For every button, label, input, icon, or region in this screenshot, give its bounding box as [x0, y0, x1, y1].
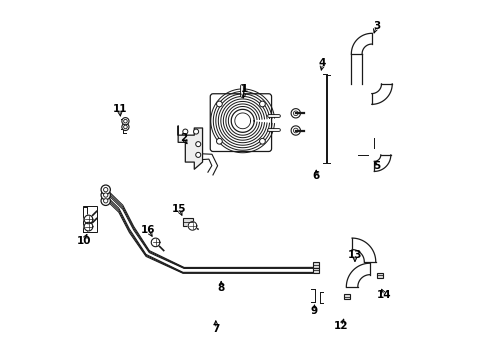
- Polygon shape: [234, 113, 250, 129]
- Circle shape: [216, 138, 222, 144]
- Bar: [312, 267, 319, 273]
- Circle shape: [123, 120, 127, 123]
- Text: 10: 10: [77, 236, 91, 246]
- Polygon shape: [373, 155, 390, 171]
- Circle shape: [183, 129, 187, 134]
- Text: 13: 13: [347, 250, 362, 260]
- FancyBboxPatch shape: [210, 94, 271, 152]
- Polygon shape: [202, 154, 217, 175]
- Polygon shape: [105, 194, 312, 273]
- Circle shape: [103, 199, 108, 203]
- Text: 11: 11: [112, 104, 127, 114]
- Circle shape: [259, 101, 265, 107]
- Text: 14: 14: [376, 291, 391, 301]
- Text: 12: 12: [333, 321, 348, 331]
- Bar: [312, 262, 319, 267]
- Polygon shape: [188, 222, 196, 230]
- Polygon shape: [105, 196, 312, 273]
- Bar: [183, 219, 192, 226]
- Polygon shape: [178, 126, 202, 169]
- Text: 15: 15: [172, 204, 186, 215]
- Circle shape: [101, 196, 110, 206]
- Text: 1: 1: [241, 84, 247, 94]
- Bar: [376, 273, 382, 278]
- Circle shape: [195, 152, 201, 157]
- Polygon shape: [351, 238, 375, 262]
- Polygon shape: [351, 33, 371, 54]
- Circle shape: [259, 138, 265, 144]
- Circle shape: [195, 141, 201, 147]
- Polygon shape: [290, 109, 300, 118]
- Circle shape: [101, 190, 110, 200]
- Circle shape: [123, 125, 127, 129]
- Text: 4: 4: [318, 58, 325, 68]
- Bar: [83, 206, 97, 232]
- Text: 6: 6: [312, 171, 319, 181]
- Polygon shape: [231, 109, 254, 132]
- Circle shape: [101, 185, 110, 194]
- Polygon shape: [290, 126, 300, 135]
- Text: 7: 7: [212, 324, 219, 334]
- Circle shape: [216, 101, 222, 107]
- Circle shape: [103, 193, 108, 197]
- Text: 9: 9: [310, 306, 317, 316]
- Circle shape: [193, 129, 198, 134]
- Text: 2: 2: [180, 133, 187, 143]
- Circle shape: [103, 188, 108, 192]
- Polygon shape: [105, 192, 312, 273]
- Polygon shape: [84, 215, 93, 224]
- Bar: [343, 294, 349, 299]
- Polygon shape: [151, 238, 160, 247]
- Polygon shape: [371, 84, 391, 104]
- Polygon shape: [84, 222, 93, 231]
- Circle shape: [122, 123, 129, 131]
- Text: 16: 16: [141, 225, 155, 235]
- Circle shape: [122, 118, 129, 125]
- Text: 8: 8: [217, 283, 224, 293]
- Text: 5: 5: [372, 161, 379, 171]
- Polygon shape: [346, 263, 369, 287]
- Text: 3: 3: [372, 21, 379, 31]
